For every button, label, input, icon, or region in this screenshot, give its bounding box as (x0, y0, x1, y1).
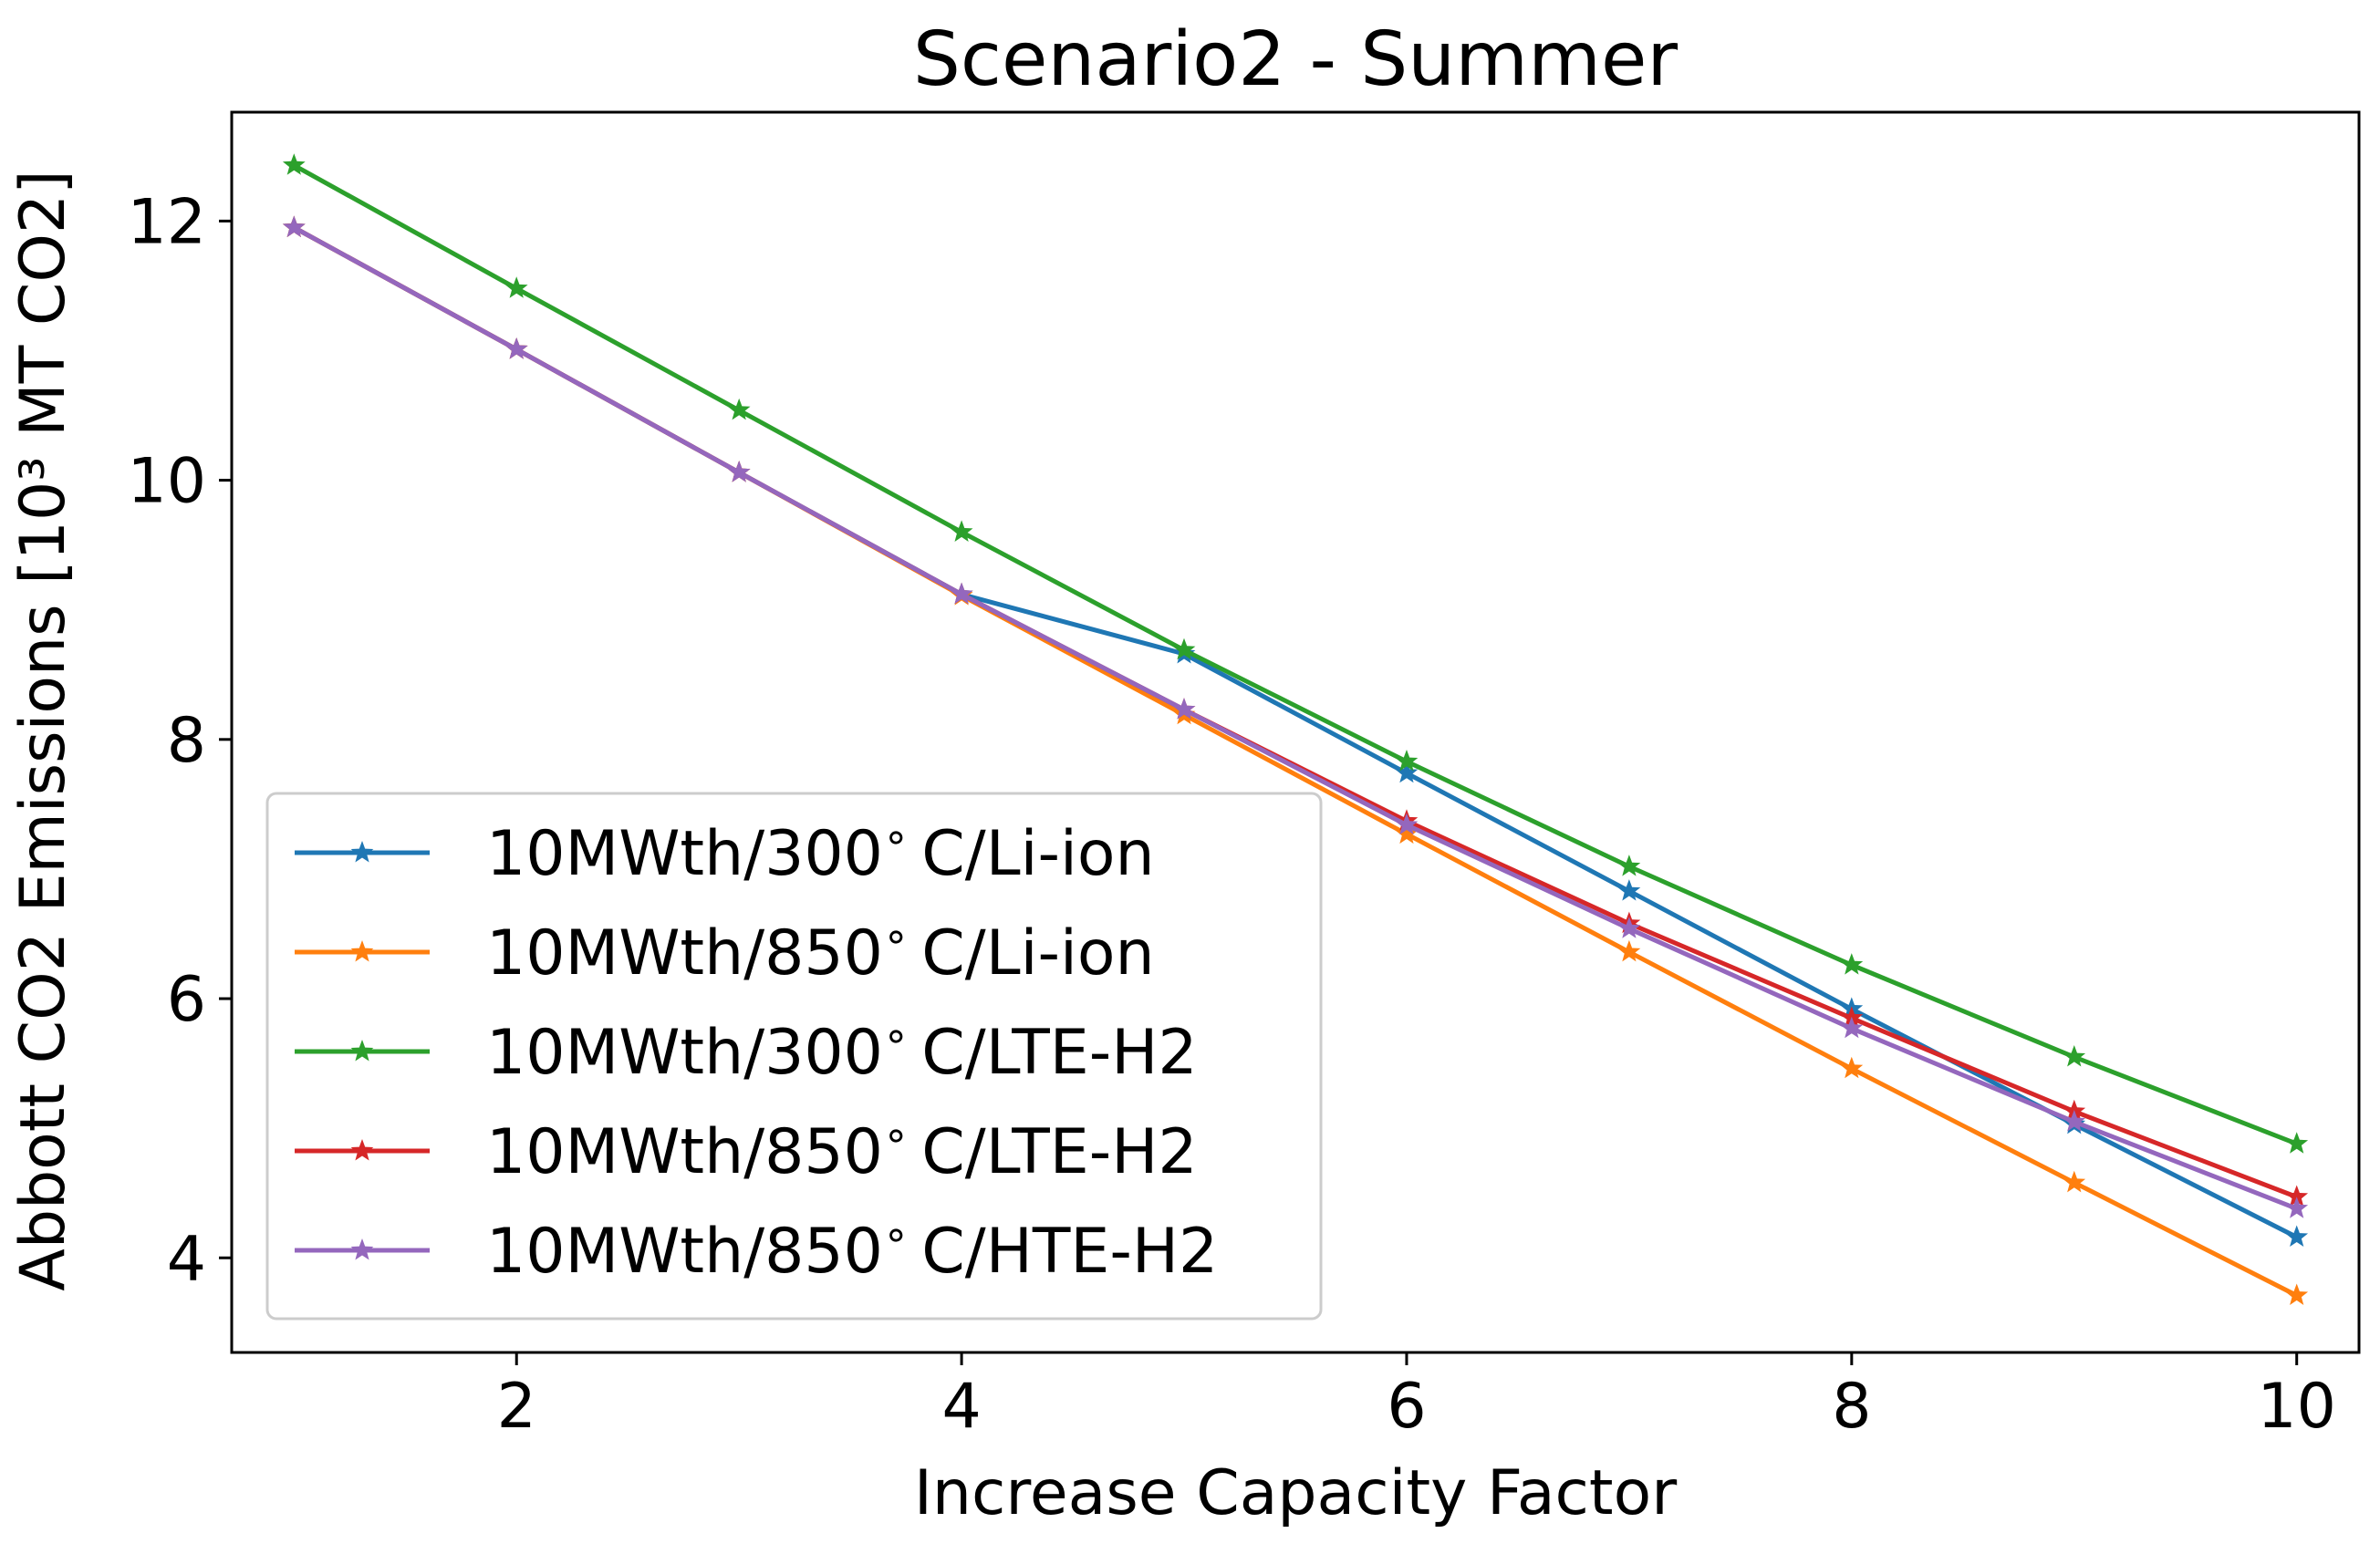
data-point (2285, 1283, 2309, 1305)
x-tick-label: 6 (1387, 1371, 1426, 1443)
data-point (1840, 953, 1864, 975)
data-point (2285, 1185, 2309, 1207)
y-tick-label: 6 (167, 964, 206, 1036)
axes: 2 4 6 8 10 4 6 8 10 12 (127, 110, 2361, 1443)
data-point (950, 582, 973, 605)
legend-label: 10MWth/850∘ C/HTE-H2 (486, 1209, 1218, 1288)
legend-box (265, 792, 1323, 1321)
legend: 10MWth/300∘ C/Li-ion 10MWth/850∘ C/Li-ion… (265, 792, 1323, 1321)
series-line (291, 162, 2300, 1146)
legend-label: 10MWth/850∘ C/LTE-H2 (486, 1110, 1198, 1188)
x-tick-label: 10 (2257, 1371, 2336, 1443)
x-tick-label: 4 (941, 1371, 981, 1443)
legend-marker (350, 841, 374, 863)
y-tick-label: 10 (127, 446, 206, 518)
legend-marker (350, 1040, 374, 1062)
chart-title: Scenario2 - Summer (913, 16, 1678, 103)
data-point (1172, 637, 1196, 660)
y-tick-label: 12 (127, 186, 206, 258)
legend-label: 10MWth/300∘ C/Li-ion (486, 812, 1155, 890)
data-point (2285, 1225, 2309, 1247)
series-line (291, 225, 2300, 1211)
data-point (504, 276, 528, 298)
data-point (282, 215, 306, 237)
data-point (2285, 1197, 2309, 1218)
data-point (1617, 855, 1641, 876)
data-point (950, 520, 973, 542)
plot-frame (230, 110, 2361, 1354)
series-3 (282, 153, 2309, 1154)
legend-entry: 10MWth/300∘ C/Li-ion (295, 812, 1155, 890)
legend-marker (350, 1139, 374, 1161)
data-point (1395, 750, 1419, 772)
y-axis-label: Abbott CO2 Emissions [10³ MT CO2] (7, 170, 79, 1290)
legend-entry: 10MWth/850∘ C/Li-ion (295, 911, 1155, 989)
data-point (2063, 1170, 2086, 1193)
legend-entry: 10MWth/850∘ C/LTE-H2 (295, 1110, 1198, 1188)
legend-marker (350, 940, 374, 962)
data-point (727, 398, 751, 420)
data-point (1617, 939, 1641, 962)
data-point (2285, 1132, 2309, 1154)
x-axis-label: Increase Capacity Factor (914, 1457, 1677, 1529)
data-point (1617, 917, 1641, 938)
x-tick-label: 8 (1832, 1371, 1871, 1443)
legend-entry: 10MWth/300∘ C/LTE-H2 (295, 1010, 1198, 1089)
legend-label: 10MWth/300∘ C/LTE-H2 (486, 1010, 1198, 1089)
y-tick-label: 4 (167, 1223, 206, 1295)
data-point (282, 153, 306, 175)
data-point (1395, 761, 1419, 783)
data-point (1617, 879, 1641, 901)
data-point (727, 461, 751, 482)
legend-marker (350, 1238, 374, 1260)
data-point (1840, 1056, 1864, 1079)
legend-label: 10MWth/850∘ C/Li-ion (486, 911, 1155, 989)
x-tick-label: 2 (497, 1371, 536, 1443)
plot-area (282, 153, 2309, 1305)
data-point (2063, 1045, 2086, 1067)
series-5 (282, 215, 2309, 1218)
data-point (1395, 813, 1419, 835)
data-point (504, 337, 528, 359)
y-tick-label: 8 (167, 705, 206, 777)
legend-entry: 10MWth/850∘ C/HTE-H2 (295, 1209, 1218, 1288)
data-point (1172, 698, 1196, 720)
data-point (2063, 1110, 2086, 1132)
data-point (1840, 1016, 1864, 1039)
data-point (1395, 822, 1419, 844)
